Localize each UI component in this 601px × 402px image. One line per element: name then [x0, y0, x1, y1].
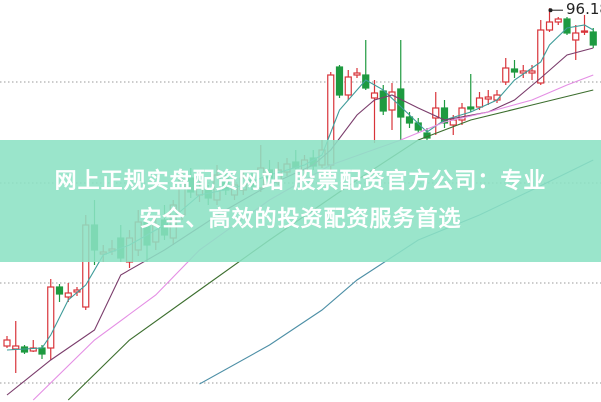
candle-up — [388, 83, 396, 130]
candle-up — [572, 25, 580, 60]
candle-body — [64, 292, 72, 298]
candle-up — [528, 65, 536, 80]
candle-body — [563, 18, 571, 34]
max-price-marker — [548, 8, 553, 13]
candle-up — [3, 336, 11, 348]
ma10-line — [6, 47, 594, 396]
candle-down — [55, 284, 64, 302]
candle-body — [353, 72, 361, 76]
candle-body — [510, 68, 519, 73]
candle-body — [484, 96, 492, 100]
candle-body — [554, 18, 562, 23]
candle-body — [580, 30, 589, 33]
banner-title-line1: 网上正规实盘配资网站 股票配资官方公司：专业 — [54, 169, 547, 194]
candle-up — [29, 340, 37, 352]
candle-down — [335, 65, 344, 98]
candle-body — [537, 29, 545, 84]
candle-body — [38, 347, 46, 355]
ma5-line — [6, 24, 594, 351]
candle-up — [432, 92, 440, 135]
candle-down — [563, 17, 571, 35]
candle-down — [510, 60, 519, 78]
candle-body — [47, 286, 55, 349]
candle-body — [432, 107, 440, 119]
candle-up — [370, 80, 379, 143]
max-price-label: 96.18 — [566, 0, 601, 18]
candle-up — [47, 279, 55, 360]
candle-body — [440, 107, 449, 124]
candle-body — [528, 70, 536, 74]
candle-body — [475, 97, 484, 108]
candle-up — [537, 20, 545, 85]
candle-body — [405, 116, 414, 124]
candle-body — [55, 286, 64, 295]
candle-up — [64, 283, 72, 302]
candle-body — [589, 31, 597, 46]
candle-up — [502, 58, 510, 85]
candle-up — [344, 70, 352, 100]
candle-body — [12, 345, 20, 350]
candle-down — [397, 40, 405, 140]
candle-up — [12, 321, 20, 373]
candle-up — [580, 15, 589, 35]
banner-title-line2: 安全、高效的投资配资服务首选 — [139, 207, 462, 232]
candle-body — [467, 106, 475, 110]
candle-body — [502, 67, 510, 83]
candle-body — [379, 90, 387, 112]
candle-body — [545, 21, 554, 31]
candle-up — [484, 90, 492, 105]
candle-up — [554, 17, 562, 25]
candle-body — [397, 88, 405, 118]
candle-down — [440, 100, 449, 128]
candle-up — [353, 68, 361, 78]
candle-body — [572, 32, 580, 41]
candle-body — [3, 339, 11, 347]
title-banner: 网上正规实盘配资网站 股票配资官方公司：专业 安全、高效的投资配资服务首选 — [0, 140, 601, 262]
candle-body — [335, 66, 344, 96]
candle-body — [344, 76, 352, 96]
candle-body — [370, 92, 379, 99]
candle-down — [589, 28, 597, 48]
candle-down — [467, 74, 475, 112]
